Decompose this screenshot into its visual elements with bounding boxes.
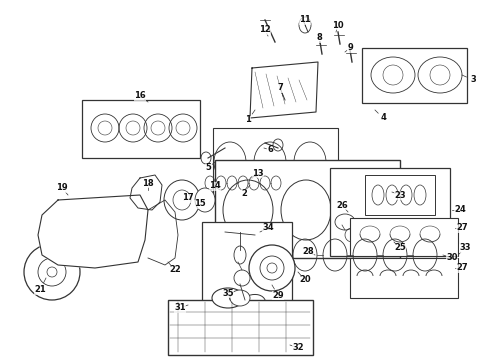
Bar [330, 168, 450, 256]
Text: 33: 33 [459, 243, 471, 252]
Text: 13: 13 [252, 168, 264, 177]
Text: 35: 35 [222, 288, 234, 297]
Text: 14: 14 [209, 181, 221, 190]
Bar [350, 258, 458, 298]
Text: 27: 27 [456, 264, 468, 273]
Polygon shape [38, 195, 148, 268]
Polygon shape [250, 62, 318, 118]
Text: 27: 27 [456, 224, 468, 233]
Text: 28: 28 [302, 248, 314, 256]
Text: 3: 3 [470, 76, 476, 85]
Bar [365, 175, 435, 215]
Bar [350, 218, 458, 256]
Text: 17: 17 [182, 194, 194, 202]
Text: 22: 22 [169, 266, 181, 274]
Text: 23: 23 [394, 190, 406, 199]
Text: 9: 9 [347, 44, 353, 53]
Bar [215, 160, 400, 258]
Bar [82, 100, 200, 158]
Text: 12: 12 [259, 26, 271, 35]
Ellipse shape [230, 290, 250, 306]
Ellipse shape [249, 245, 295, 291]
Text: 19: 19 [56, 184, 68, 193]
Bar [202, 222, 292, 314]
Text: 32: 32 [292, 343, 304, 352]
Text: 31: 31 [174, 303, 186, 312]
Ellipse shape [164, 180, 200, 220]
Text: 29: 29 [272, 291, 284, 300]
Text: 18: 18 [142, 179, 154, 188]
Text: 20: 20 [299, 275, 311, 284]
Text: 24: 24 [454, 206, 466, 215]
Ellipse shape [371, 57, 415, 93]
Bar [168, 300, 313, 355]
Text: 7: 7 [277, 84, 283, 93]
Ellipse shape [195, 188, 215, 212]
Ellipse shape [24, 244, 80, 300]
Text: 4: 4 [380, 113, 386, 122]
Text: 2: 2 [241, 189, 247, 198]
Text: 11: 11 [299, 15, 311, 24]
Text: 6: 6 [267, 145, 273, 154]
Ellipse shape [212, 288, 244, 308]
Text: 21: 21 [34, 285, 46, 294]
Bar [362, 48, 467, 103]
Text: 34: 34 [262, 224, 274, 233]
Text: 26: 26 [336, 201, 348, 210]
Text: 25: 25 [394, 243, 406, 252]
Ellipse shape [418, 57, 462, 93]
Text: 16: 16 [134, 91, 146, 100]
Text: 8: 8 [316, 33, 322, 42]
Text: 15: 15 [194, 199, 206, 208]
Polygon shape [130, 175, 162, 210]
Text: 30: 30 [446, 253, 458, 262]
Text: 5: 5 [205, 163, 211, 172]
Text: 1: 1 [245, 116, 251, 125]
Text: 10: 10 [332, 21, 344, 30]
Bar [213, 128, 338, 196]
